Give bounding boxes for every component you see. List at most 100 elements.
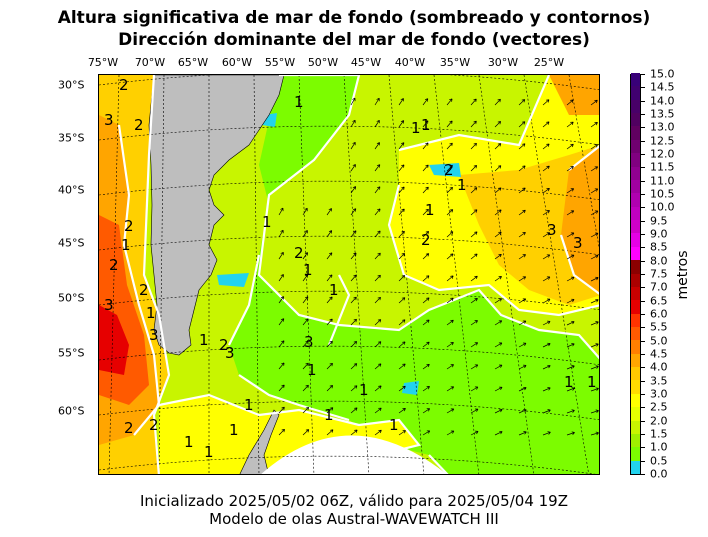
contour-label: 1 bbox=[229, 421, 239, 439]
swell-vector-arrow bbox=[350, 274, 357, 282]
swell-vector-arrow bbox=[326, 429, 334, 436]
contour-label: 2 bbox=[444, 161, 454, 179]
swell-vector-arrow bbox=[446, 186, 453, 194]
swell-vector-arrow bbox=[350, 208, 357, 216]
colorbar-tick-mark bbox=[641, 447, 645, 449]
swell-vector-arrow bbox=[398, 363, 406, 370]
contour-label: 2 bbox=[139, 281, 149, 299]
swell-vector-arrow bbox=[422, 98, 429, 106]
ocean-low-region bbox=[229, 75, 599, 474]
colorbar-tick-label: 3.0 bbox=[650, 387, 668, 401]
swell-vector-arrow bbox=[350, 141, 356, 150]
swell-vector-arrow bbox=[422, 231, 430, 238]
colorbar-tick-label: 7.5 bbox=[650, 267, 668, 281]
colorbar-segment bbox=[631, 406, 640, 421]
swell-vector-arrow bbox=[422, 208, 429, 216]
longitude-label: 35°W bbox=[439, 56, 471, 69]
latitude-label: 60°S bbox=[58, 404, 85, 418]
swell-vector-arrow bbox=[470, 231, 478, 238]
latitude-label: 45°S bbox=[58, 236, 85, 250]
swell-vector-arrow bbox=[446, 209, 454, 216]
swell-vector-arrow bbox=[446, 364, 454, 370]
contour-label: 1 bbox=[359, 381, 369, 399]
contour-label: 1 bbox=[329, 281, 339, 299]
swell-vector-arrow bbox=[326, 362, 333, 370]
swell-vector-arrow bbox=[326, 208, 332, 216]
swell-vector-arrow bbox=[398, 120, 405, 128]
calm-patch bbox=[402, 381, 419, 395]
swell-vector-arrow bbox=[350, 318, 357, 326]
swell-vector-arrow bbox=[302, 406, 310, 414]
colorbar-segment bbox=[631, 139, 640, 154]
swell-vector-arrow bbox=[494, 187, 502, 194]
colorbar-segment bbox=[631, 166, 640, 180]
colorbar-tick-mark bbox=[641, 234, 645, 235]
ocean-peak-region-2 bbox=[549, 75, 599, 115]
swell-vector-arrow bbox=[494, 408, 503, 414]
swell-vector-arrow bbox=[398, 341, 406, 348]
swell-vector-arrow bbox=[518, 364, 527, 370]
contour-label: 1 bbox=[146, 304, 156, 322]
colorbar-tick-label: 7.0 bbox=[650, 280, 668, 294]
longitude-label: 30°W bbox=[487, 56, 519, 69]
swell-vector-arrow bbox=[494, 430, 503, 436]
colorbar-label: metros bbox=[675, 250, 691, 300]
colorbar-segment bbox=[631, 313, 640, 327]
swell-vector-arrow bbox=[590, 210, 599, 216]
swell-vector-arrow bbox=[518, 276, 527, 282]
swell-vector-arrow bbox=[278, 229, 284, 238]
longitude-label: 50°W bbox=[307, 56, 339, 69]
swell-vector-arrow bbox=[398, 385, 406, 392]
swell-vector-arrow bbox=[302, 207, 308, 216]
swell-vector-arrow bbox=[350, 119, 356, 128]
swell-vector-arrow bbox=[542, 320, 551, 326]
swell-vector-arrow bbox=[446, 297, 454, 304]
colorbar-tick-mark bbox=[641, 114, 645, 115]
colorbar-segment bbox=[631, 379, 640, 394]
swell-vector-arrow bbox=[494, 298, 503, 304]
swell-vector-arrow bbox=[422, 120, 429, 128]
swell-vector-arrow bbox=[398, 275, 406, 282]
colorbar-tick-label: 9.5 bbox=[650, 214, 668, 228]
swell-vector-arrow bbox=[278, 384, 285, 392]
colorbar-tick-label: 13.5 bbox=[650, 107, 675, 121]
swell-vector-arrow bbox=[470, 142, 477, 150]
longitude-label: 60°W bbox=[221, 56, 253, 69]
contour-label: 2 bbox=[149, 416, 159, 434]
swell-vector-arrow bbox=[278, 428, 285, 436]
swell-vector-arrow bbox=[302, 362, 309, 370]
colorbar-tick-mark bbox=[641, 247, 645, 249]
swell-vector-arrow bbox=[350, 341, 358, 348]
contour-label: 1 bbox=[307, 361, 317, 379]
contour-label: 2 bbox=[134, 116, 144, 134]
calm-patch bbox=[429, 163, 461, 177]
colorbar-segment bbox=[631, 85, 640, 100]
swell-vector-arrow bbox=[542, 210, 550, 216]
swell-vector-arrow bbox=[374, 208, 381, 216]
swell-vector-arrow bbox=[350, 429, 358, 436]
swell-vector-arrow bbox=[518, 187, 526, 194]
colorbar-tick-label: 8.0 bbox=[650, 254, 668, 268]
swell-vector-arrow bbox=[590, 188, 599, 194]
colorbar-segment bbox=[631, 99, 640, 114]
swell-vector-arrow bbox=[326, 318, 333, 326]
swell-vector-arrow bbox=[398, 319, 406, 326]
swell-vector-arrow bbox=[278, 340, 285, 348]
colorbar-tick-label: 10.0 bbox=[650, 200, 675, 214]
swell-vector-arrow bbox=[374, 142, 380, 150]
swell-vector-arrow bbox=[566, 409, 575, 414]
colorbar-segment bbox=[631, 125, 640, 140]
contour-label: 1 bbox=[564, 373, 574, 391]
colorbar-tick-mark bbox=[641, 380, 645, 382]
swell-vector-arrow bbox=[566, 431, 575, 436]
colorbar-segment bbox=[631, 460, 640, 474]
contour-label: 2 bbox=[124, 217, 134, 235]
swell-vector-arrow bbox=[398, 208, 405, 216]
colorbar-segment bbox=[631, 72, 640, 87]
colorbar-segment bbox=[631, 232, 640, 247]
footer-model: Modelo de olas Austral-WAVEWATCH III bbox=[209, 510, 499, 528]
swell-vector-arrow bbox=[350, 296, 357, 304]
colorbar-tick-mark bbox=[641, 314, 645, 315]
wave-height-map: 2 3 2 1 1 1 2 1 1 2 1 2 1 1 3 3 2 1 2 2 … bbox=[98, 74, 600, 475]
contour-label: 2 bbox=[421, 231, 431, 249]
